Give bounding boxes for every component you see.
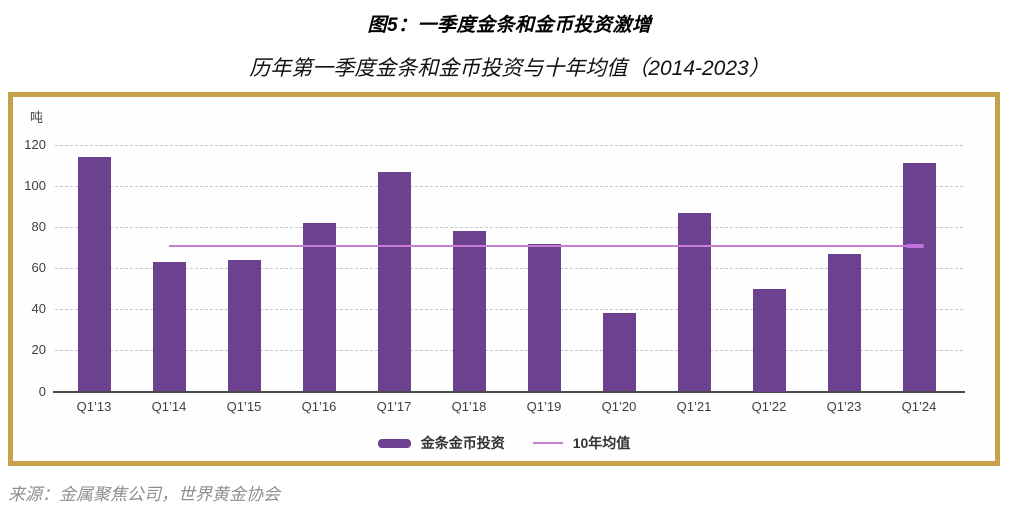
bar-Q1’23 (827, 253, 861, 392)
legend: 金条金币投资 10年均值 (13, 433, 995, 453)
chart-panel: 吨 0 20 40 60 80 100 120 Q1’13 Q1’14 Q1’15 Q1’16 Q1’… (8, 92, 1000, 466)
x-tick-label-Q1’24: Q1’24 (901, 399, 937, 414)
bar-Q1’16 (302, 222, 336, 392)
bar-Q1’24 (902, 163, 936, 392)
x-tick-label-Q1’14: Q1’14 (151, 399, 187, 414)
bar-Q1’17 (377, 171, 411, 392)
x-tick-label-Q1’20: Q1’20 (601, 399, 637, 414)
gridline-80 (55, 227, 963, 229)
y-tick-label-120: 120 (24, 136, 46, 152)
x-tick-label-Q1’18: Q1’18 (451, 399, 487, 414)
line-series-legend-label: 10年均值 (572, 435, 631, 451)
y-axis-unit-label: 吨 (30, 110, 44, 125)
x-tick-label-Q1’13: Q1’13 (76, 399, 112, 414)
x-tick-label-Q1’23: Q1’23 (826, 399, 862, 414)
bar-Q1’18 (452, 231, 486, 392)
figure-title: 图5：一季度金条和金币投资激增 (367, 15, 652, 36)
bar-Q1’14 (152, 262, 186, 392)
y-tick-label-80: 80 (31, 219, 46, 235)
y-tick-label-40: 40 (31, 301, 46, 317)
x-axis-line (53, 390, 965, 393)
gridline-120 (55, 144, 963, 146)
bar-Q1’13 (77, 157, 111, 392)
x-tick-label-Q1’19: Q1’19 (526, 399, 562, 414)
x-tick-label-Q1’17: Q1’17 (376, 399, 412, 414)
y-tick-label-60: 60 (31, 260, 46, 276)
x-tick-label-Q1’22: Q1’22 (751, 399, 787, 414)
bar-series-legend-label: 金条金币投资 (420, 435, 505, 451)
bar-Q1’21 (677, 212, 711, 392)
bar-Q1’19 (527, 243, 561, 392)
x-tick-label-Q1’21: Q1’21 (676, 399, 712, 414)
line-series-swatch-icon (532, 442, 563, 444)
bar-chart-plot-area: 0 20 40 60 80 100 120 Q1’13 Q1’14 Q1’15 Q1’16 Q1’17… (13, 97, 995, 461)
y-tick-label-100: 100 (24, 178, 46, 193)
x-tick-label-Q1’16: Q1’16 (301, 399, 337, 414)
bar-Q1’20 (602, 313, 636, 392)
average-line-end-marker (906, 243, 924, 248)
gridline-20 (55, 350, 963, 352)
figure-subtitle: 历年第一季度金条和金币投资与十年均值（2014-2023） (249, 57, 770, 80)
gridline-100 (55, 186, 963, 187)
y-tick-label-20: 20 (31, 342, 46, 358)
gridline-40 (55, 309, 963, 311)
bar-Q1’22 (752, 288, 786, 392)
y-tick-label-0: 0 (38, 383, 46, 399)
bar-series-swatch-icon (377, 438, 411, 448)
gridline-60 (55, 268, 963, 270)
source-note: 来源：金属聚焦公司，世界黄金协会 (8, 485, 280, 504)
average-line (169, 244, 924, 247)
bar-Q1’15 (227, 259, 261, 392)
x-tick-label-Q1’15: Q1’15 (226, 399, 262, 414)
